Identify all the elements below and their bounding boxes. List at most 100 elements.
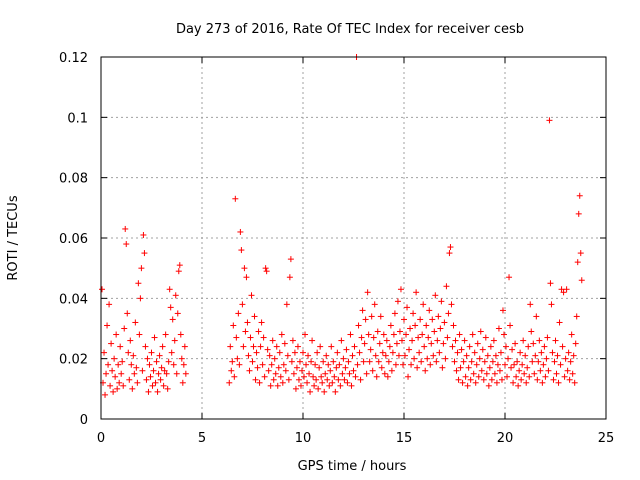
data-point (401, 316, 407, 323)
data-point (464, 382, 471, 389)
data-point (539, 379, 546, 386)
data-point (521, 370, 528, 377)
data-point (363, 370, 370, 377)
data-point (403, 331, 410, 338)
data-point (575, 210, 582, 217)
data-point (124, 310, 131, 317)
data-point (140, 231, 147, 238)
data-point (139, 367, 146, 374)
data-point (460, 358, 467, 365)
data-points (99, 54, 585, 398)
data-point (492, 352, 499, 359)
data-point (561, 373, 568, 380)
data-point (273, 343, 280, 350)
data-point (351, 343, 358, 350)
data-point (574, 259, 581, 266)
data-point (439, 364, 446, 371)
data-point (172, 292, 179, 299)
data-point (176, 262, 183, 269)
data-point (260, 334, 267, 341)
data-point (340, 355, 347, 362)
data-point (345, 358, 352, 365)
data-point (320, 358, 327, 365)
data-point (289, 337, 296, 344)
data-point (476, 355, 483, 362)
data-point (309, 337, 316, 344)
data-point (503, 343, 510, 350)
data-point (370, 334, 377, 341)
data-point (291, 349, 298, 356)
data-point (333, 364, 340, 371)
data-point (295, 376, 302, 383)
data-point (532, 352, 539, 359)
data-point (255, 328, 262, 335)
y-axis-label: ROTI / TECUs (6, 195, 21, 280)
data-point (365, 331, 372, 338)
data-point (158, 364, 165, 371)
data-point (442, 355, 449, 362)
data-point (447, 244, 454, 251)
data-point (553, 370, 560, 377)
data-point (128, 361, 135, 368)
data-point (497, 349, 504, 356)
data-point (303, 361, 310, 368)
data-point (317, 343, 324, 350)
data-point (430, 352, 437, 359)
data-point (154, 388, 161, 395)
data-point (326, 382, 333, 389)
data-point (433, 358, 440, 365)
data-point (132, 319, 139, 326)
data-point (508, 364, 515, 371)
data-point (527, 301, 534, 308)
data-point (300, 349, 306, 356)
data-point (548, 301, 555, 308)
data-point (252, 376, 259, 383)
data-point (316, 364, 323, 371)
x-tick-label: 25 (598, 431, 615, 446)
data-point (551, 358, 558, 365)
data-point (546, 117, 553, 124)
data-point (494, 361, 501, 368)
data-point (234, 355, 241, 362)
data-point (182, 370, 189, 377)
data-point (555, 379, 562, 386)
data-point (495, 325, 502, 332)
data-point (341, 376, 348, 383)
data-point (153, 358, 160, 365)
data-point (305, 352, 312, 359)
data-point (256, 379, 263, 386)
data-point (500, 331, 507, 338)
data-point (302, 331, 309, 338)
data-point (531, 370, 538, 377)
data-point (369, 367, 376, 374)
data-point (421, 343, 428, 350)
data-point (117, 343, 124, 350)
data-point (127, 337, 134, 344)
data-point (150, 367, 157, 374)
data-point (556, 319, 563, 326)
data-point (563, 286, 570, 293)
data-point (573, 313, 580, 320)
y-tick-label: 0.08 (59, 172, 88, 187)
data-point (478, 367, 485, 374)
data-point (261, 373, 268, 380)
data-point (287, 256, 294, 263)
data-point (242, 328, 249, 335)
data-point (526, 373, 533, 380)
data-point (534, 376, 541, 383)
data-point (576, 192, 583, 199)
data-point (349, 352, 356, 359)
data-point (157, 376, 164, 383)
data-point (525, 343, 532, 350)
data-point (394, 298, 401, 305)
data-point (315, 385, 322, 392)
data-point (484, 352, 491, 359)
data-point (543, 355, 550, 362)
data-point (344, 379, 351, 386)
data-point (424, 355, 431, 362)
data-point (278, 331, 285, 338)
data-point (161, 367, 168, 374)
data-point (542, 373, 549, 380)
data-point (179, 379, 186, 386)
data-point (397, 286, 404, 293)
